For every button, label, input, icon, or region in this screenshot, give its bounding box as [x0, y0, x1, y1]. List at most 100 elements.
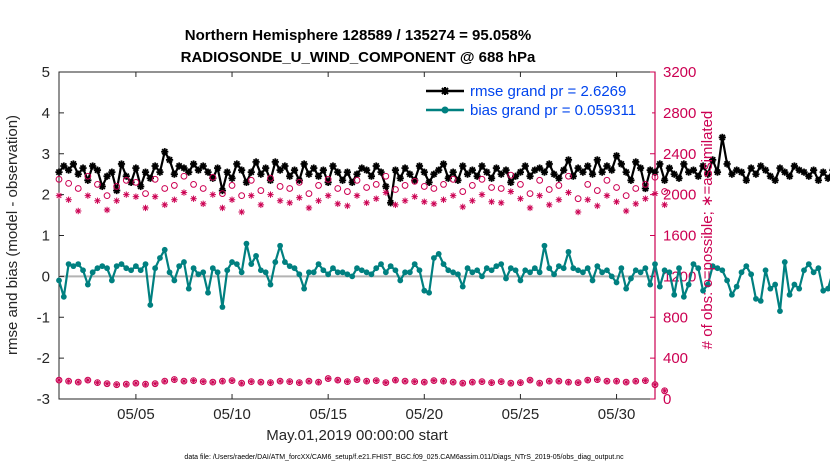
rmse-point — [785, 172, 794, 180]
obs_possible_low-point — [363, 377, 371, 385]
bias-point — [320, 267, 327, 274]
obs-assimilated-low-point — [373, 378, 379, 384]
rmse-point — [132, 164, 140, 172]
legend-rmse-marker — [441, 87, 449, 95]
bias-point — [344, 271, 351, 278]
bias-point — [680, 293, 687, 300]
obs-assimilated-low-point — [383, 380, 389, 386]
bias-point — [128, 267, 135, 274]
obs_possible_low-point — [170, 376, 178, 383]
obs-assimilated-low-point — [566, 379, 571, 385]
bias-point — [527, 269, 533, 276]
obs_assimilated-point — [565, 189, 572, 196]
bias-point — [704, 281, 711, 288]
rmse-point — [353, 170, 361, 178]
obs_possible-point — [122, 176, 130, 184]
obs_possible_low-point — [651, 381, 659, 389]
rmse-point — [521, 162, 529, 170]
obs_possible-point — [574, 195, 582, 203]
obs_assimilated-point — [488, 198, 495, 205]
bias-point — [748, 271, 755, 278]
bias-point — [666, 269, 673, 276]
obs_possible_low-point — [219, 377, 226, 385]
obs_assimilated-point — [584, 196, 591, 203]
rmse-point — [598, 168, 606, 176]
obs_possible_low-point — [565, 378, 572, 386]
obs_possible-point — [613, 184, 620, 191]
rmse-point — [377, 168, 385, 176]
rmse-point — [800, 168, 808, 176]
right-tick-label: 400 — [663, 350, 688, 367]
rmse-point — [603, 162, 611, 170]
rmse-point — [185, 168, 193, 176]
bias-point — [84, 281, 91, 288]
plot-area — [58, 71, 656, 400]
bias-point — [671, 291, 678, 298]
bias-point — [306, 269, 312, 276]
rmse-point — [290, 166, 299, 174]
obs-assimilated-low-point — [335, 377, 341, 383]
obs_assimilated-point — [267, 191, 274, 198]
bias-point — [632, 267, 639, 274]
rmse-point — [737, 168, 746, 176]
left-tick-label: 4 — [42, 105, 50, 122]
bias-point — [248, 261, 255, 268]
obs_possible_low-point — [392, 376, 399, 384]
obs_assimilated-point — [421, 198, 428, 205]
rmse-point — [771, 176, 779, 184]
rmse-point — [367, 172, 376, 180]
rmse-point — [752, 170, 760, 178]
obs_possible-point — [382, 172, 390, 180]
obs_possible_low-point — [324, 375, 332, 382]
left-axis: -3 -2 -1 0 1 2 3 4 5 — [37, 64, 64, 408]
rmse-point — [396, 174, 404, 182]
bias-point — [618, 265, 625, 272]
rmse-point — [334, 168, 342, 176]
x-tick-label: 05/10 — [213, 406, 251, 423]
obs_assimilated-point — [75, 207, 82, 215]
rmse-point — [680, 160, 688, 168]
bias-point — [719, 267, 726, 274]
bias-point — [551, 271, 557, 278]
obs_possible-point — [411, 177, 419, 185]
bias-point — [171, 277, 178, 284]
bias-point — [123, 265, 130, 272]
obs-assimilated-low-point — [652, 382, 658, 388]
rmse-point — [675, 174, 683, 182]
x-tick-label: 05/25 — [502, 406, 540, 423]
obs_possible-point — [661, 188, 669, 195]
bias-point — [642, 265, 649, 272]
series-rmse — [55, 133, 830, 207]
bias-point — [65, 261, 72, 268]
obs_possible_low-point — [247, 378, 255, 386]
obs_assimilated-point — [392, 201, 399, 209]
rmse-point — [569, 172, 577, 180]
bias-point — [209, 265, 216, 272]
obs_assimilated-point — [401, 197, 409, 204]
bias-point — [450, 269, 457, 276]
rmse-point — [810, 166, 818, 174]
obs_possible-point — [65, 179, 73, 187]
rmse-point — [199, 162, 207, 170]
rmse-point — [363, 166, 371, 174]
obs_assimilated-point — [344, 202, 351, 210]
obs_possible-point — [276, 183, 284, 190]
bias-point — [604, 267, 610, 274]
obs_possible_low-point — [507, 379, 515, 387]
obs_assimilated-point — [276, 197, 284, 204]
obs_possible-point — [55, 175, 63, 183]
series-obs_possible_low — [55, 375, 669, 395]
obs-assimilated-low-point — [56, 377, 62, 383]
bias-point — [652, 261, 658, 268]
obs_assimilated-point — [555, 196, 563, 203]
obs-assimilated-low-point — [306, 378, 312, 384]
rmse-point — [214, 164, 222, 172]
bias-point — [753, 295, 759, 302]
bias-point — [325, 271, 332, 278]
obs_possible-point — [603, 176, 611, 184]
obs_possible_low-point — [497, 378, 505, 386]
obs-assimilated-low-point — [316, 379, 321, 385]
rmse-point — [343, 168, 351, 176]
rmse-point — [588, 170, 597, 178]
obs_possible_low-point — [334, 376, 342, 384]
